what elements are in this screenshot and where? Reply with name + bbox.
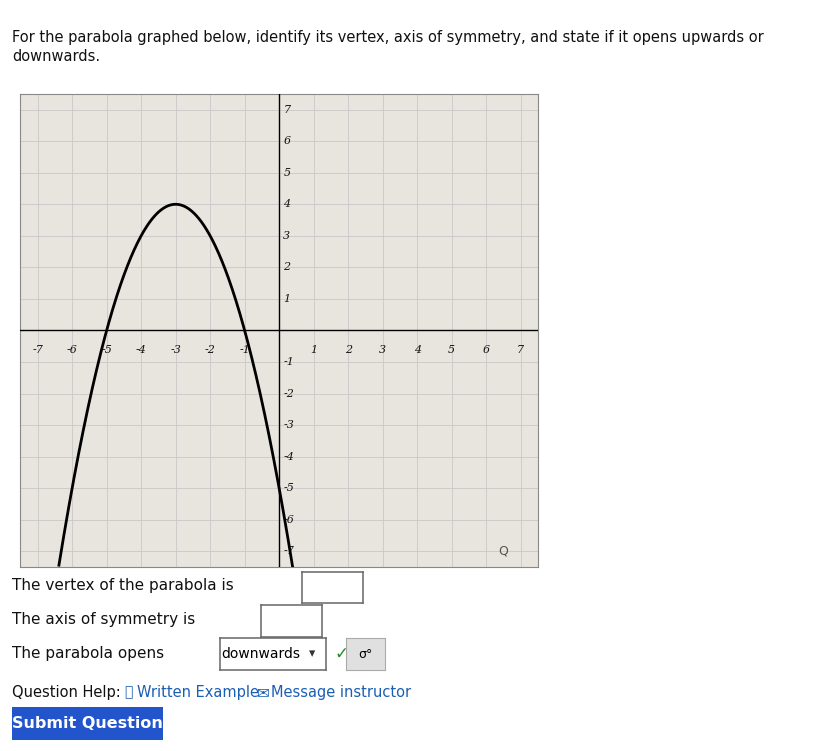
Text: Written Example: Written Example: [137, 685, 259, 700]
Text: 2: 2: [345, 345, 352, 354]
Text: The parabola opens: The parabola opens: [12, 646, 165, 661]
Text: 4: 4: [284, 199, 290, 210]
Text: 2: 2: [284, 262, 290, 273]
Text: 6: 6: [284, 136, 290, 146]
Text: -3: -3: [284, 420, 294, 430]
Text: ✓: ✓: [334, 644, 348, 662]
Text: -7: -7: [284, 546, 294, 556]
Text: 1: 1: [310, 345, 317, 354]
Text: -5: -5: [284, 483, 294, 493]
Text: ✉: ✉: [257, 685, 270, 700]
Text: 7: 7: [517, 345, 524, 354]
Text: 3: 3: [379, 345, 386, 354]
Text: 6: 6: [482, 345, 490, 354]
Text: 1: 1: [284, 294, 290, 304]
Text: Message instructor: Message instructor: [271, 685, 411, 700]
Text: -1: -1: [284, 357, 294, 367]
Text: The axis of symmetry is: The axis of symmetry is: [12, 612, 196, 627]
Text: Submit Question: Submit Question: [12, 716, 163, 731]
Text: -4: -4: [284, 451, 294, 462]
Text: -2: -2: [205, 345, 216, 354]
Text: -6: -6: [67, 345, 77, 354]
Text: ⧄: ⧄: [124, 686, 132, 699]
Text: 7: 7: [284, 104, 290, 115]
Text: 4: 4: [413, 345, 421, 354]
Text: σ°: σ°: [359, 647, 373, 661]
Text: -7: -7: [32, 345, 43, 354]
Text: -5: -5: [101, 345, 112, 354]
Text: -3: -3: [170, 345, 181, 354]
Text: downwards.: downwards.: [12, 49, 100, 64]
Text: -1: -1: [239, 345, 250, 354]
Text: 5: 5: [448, 345, 456, 354]
Text: -6: -6: [284, 514, 294, 525]
Text: ▾: ▾: [309, 647, 315, 661]
Text: For the parabola graphed below, identify its vertex, axis of symmetry, and state: For the parabola graphed below, identify…: [12, 30, 764, 45]
Text: Q: Q: [499, 544, 509, 558]
Text: -2: -2: [284, 388, 294, 399]
Text: Question Help:: Question Help:: [12, 685, 121, 700]
Text: downwards: downwards: [221, 647, 300, 661]
Text: 3: 3: [284, 231, 290, 241]
Text: The vertex of the parabola is: The vertex of the parabola is: [12, 578, 234, 593]
Text: -4: -4: [135, 345, 147, 354]
Text: 5: 5: [284, 167, 290, 178]
